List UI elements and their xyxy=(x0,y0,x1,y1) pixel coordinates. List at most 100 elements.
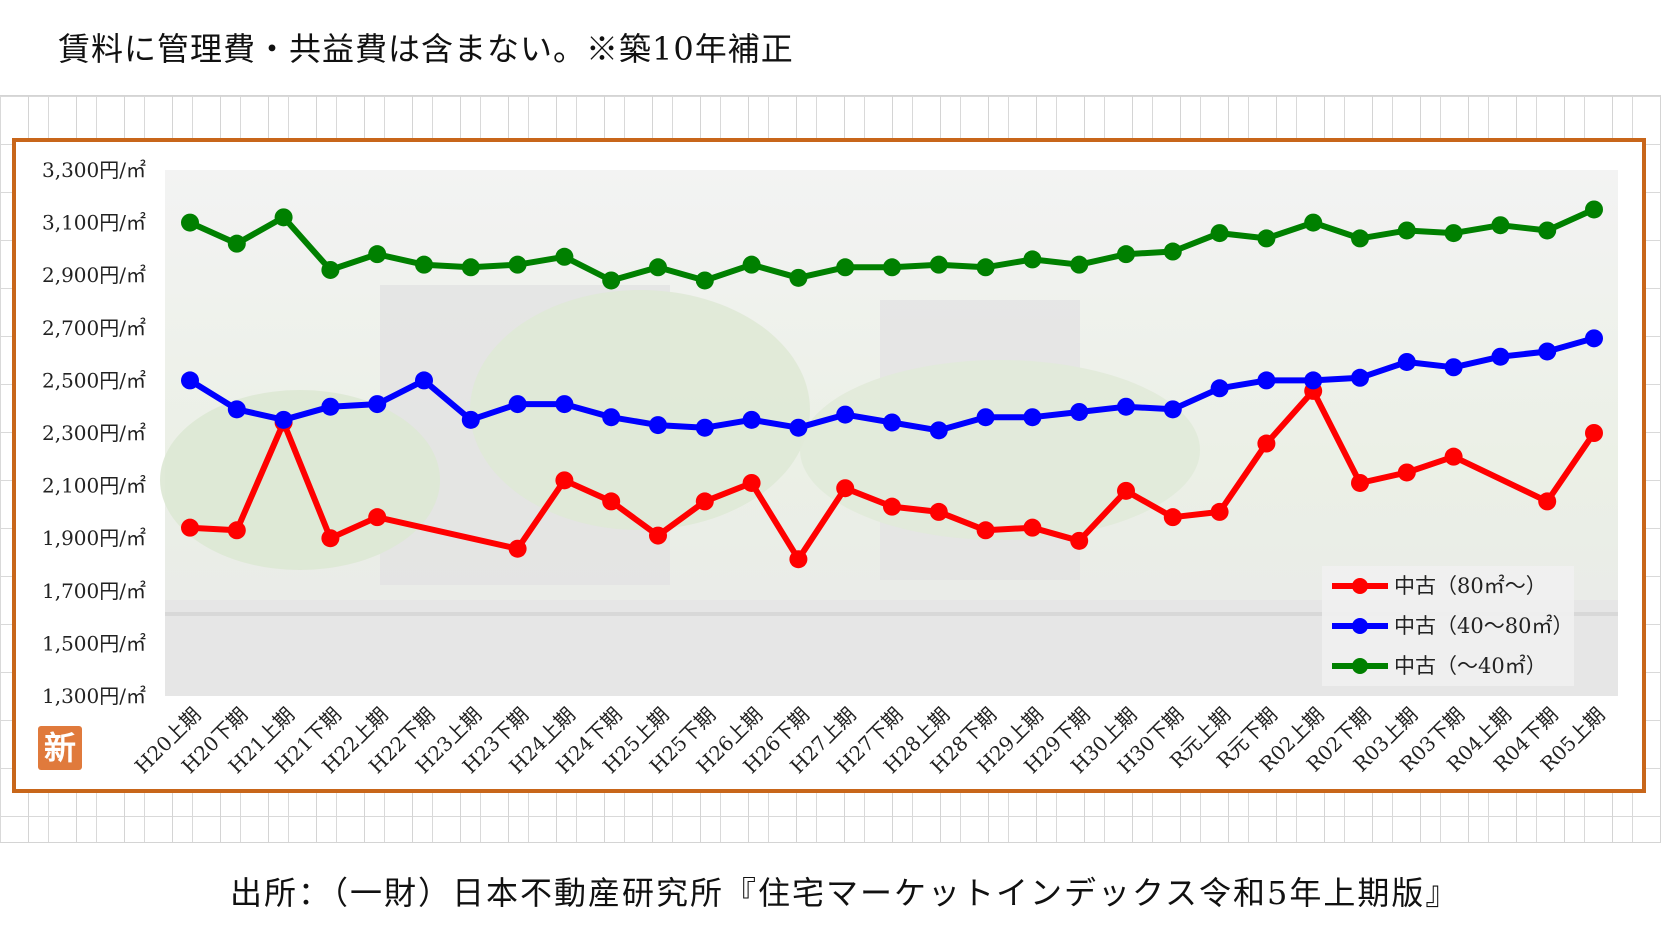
data-point xyxy=(1585,200,1603,219)
legend-swatch-marker xyxy=(1352,658,1368,674)
data-point xyxy=(461,410,480,429)
y-axis: 1,300円/㎡ 1,500円/㎡ 1,700円/㎡ 1,900円/㎡ 2,100円/㎡… xyxy=(42,158,146,708)
data-point xyxy=(1117,397,1135,416)
data-point xyxy=(1163,400,1182,419)
data-point xyxy=(1117,245,1135,264)
data-point xyxy=(1351,473,1369,492)
data-point xyxy=(274,208,293,227)
data-point xyxy=(1257,371,1276,390)
data-point xyxy=(602,408,621,427)
data-point xyxy=(1351,229,1369,248)
data-point xyxy=(742,473,761,492)
data-point xyxy=(883,258,901,277)
legend-swatch-marker xyxy=(1352,578,1368,594)
data-point xyxy=(227,521,246,540)
data-point xyxy=(742,410,761,429)
data-point xyxy=(181,371,199,390)
data-point xyxy=(555,471,574,490)
data-point xyxy=(1538,492,1557,511)
data-point xyxy=(789,418,808,437)
data-point xyxy=(1585,329,1603,348)
data-point xyxy=(789,268,808,287)
data-point xyxy=(1491,347,1510,366)
data-point xyxy=(368,395,387,414)
legend: 中古（80㎡～） 中古（40～80㎡） 中古（～40㎡） xyxy=(1322,566,1574,686)
source-note: 出所：（一財）日本不動産研究所『住宅マーケットインデックス令和5年上期版』 xyxy=(230,874,1460,912)
data-point xyxy=(742,255,761,274)
data-point xyxy=(695,271,714,290)
data-point xyxy=(415,255,433,274)
data-point xyxy=(508,255,527,274)
y-tick-label: 2,500円/㎡ xyxy=(42,368,146,392)
data-point xyxy=(181,213,199,232)
data-point xyxy=(1070,402,1089,421)
y-tick-label: 1,300円/㎡ xyxy=(42,684,146,708)
series-1 xyxy=(181,329,1603,440)
y-tick-label: 3,100円/㎡ xyxy=(42,211,146,235)
data-point xyxy=(181,518,199,537)
data-point xyxy=(555,395,574,414)
data-point xyxy=(321,529,340,548)
data-point xyxy=(1023,518,1042,537)
footer-band xyxy=(0,842,1661,938)
data-point xyxy=(929,421,948,440)
data-point xyxy=(836,405,855,424)
data-point xyxy=(602,492,621,511)
data-point xyxy=(976,258,995,277)
data-point xyxy=(649,526,667,545)
data-point xyxy=(1397,221,1416,240)
data-point xyxy=(368,245,387,264)
data-point xyxy=(929,255,948,274)
data-point xyxy=(836,479,855,498)
y-tick-label: 2,700円/㎡ xyxy=(42,316,146,340)
data-point xyxy=(1444,224,1463,243)
data-point xyxy=(555,247,574,266)
data-point xyxy=(1444,447,1463,466)
data-point xyxy=(1444,358,1463,377)
legend-label: 中古（～40㎡） xyxy=(1394,654,1547,678)
series-group xyxy=(181,200,1603,569)
data-point xyxy=(1397,463,1416,482)
data-point xyxy=(1210,224,1229,243)
new-badge: 新 xyxy=(38,726,82,770)
data-point xyxy=(227,234,246,253)
data-point xyxy=(883,413,901,432)
y-tick-label: 1,900円/㎡ xyxy=(42,526,146,550)
y-tick-label: 1,500円/㎡ xyxy=(42,631,146,655)
data-point xyxy=(321,260,340,279)
data-point xyxy=(649,258,667,277)
chart-note: 賃料に管理費・共益費は含まない。※築10年補正 xyxy=(58,30,794,68)
data-point xyxy=(1257,229,1276,248)
data-point xyxy=(883,497,901,516)
data-point xyxy=(508,395,527,414)
data-point xyxy=(1538,342,1557,361)
data-point xyxy=(1163,242,1182,261)
data-point xyxy=(929,502,948,521)
data-point xyxy=(789,550,808,569)
data-point xyxy=(321,397,340,416)
data-point xyxy=(1585,424,1603,442)
data-point xyxy=(274,410,293,429)
data-point xyxy=(1397,352,1416,371)
data-point xyxy=(1210,502,1229,521)
data-point xyxy=(1304,213,1323,232)
data-point xyxy=(1351,368,1369,387)
data-point xyxy=(368,508,387,527)
data-point xyxy=(1023,408,1042,427)
data-point xyxy=(461,258,480,277)
header-band xyxy=(0,0,1661,96)
x-axis: H20上期H20下期H21上期H21下期H22上期H22下期H23上期H23下期… xyxy=(130,703,1610,779)
legend-label: 中古（40～80㎡） xyxy=(1394,614,1573,638)
data-point xyxy=(1538,221,1557,240)
data-point xyxy=(1491,216,1510,235)
data-point xyxy=(508,539,527,558)
y-tick-label: 2,100円/㎡ xyxy=(42,474,146,498)
data-point xyxy=(1163,508,1182,527)
data-point xyxy=(1070,531,1089,550)
data-point xyxy=(1023,250,1042,269)
data-point xyxy=(976,408,995,427)
legend-swatch-marker xyxy=(1352,618,1368,634)
series-0 xyxy=(181,381,1603,569)
data-point xyxy=(836,258,855,277)
